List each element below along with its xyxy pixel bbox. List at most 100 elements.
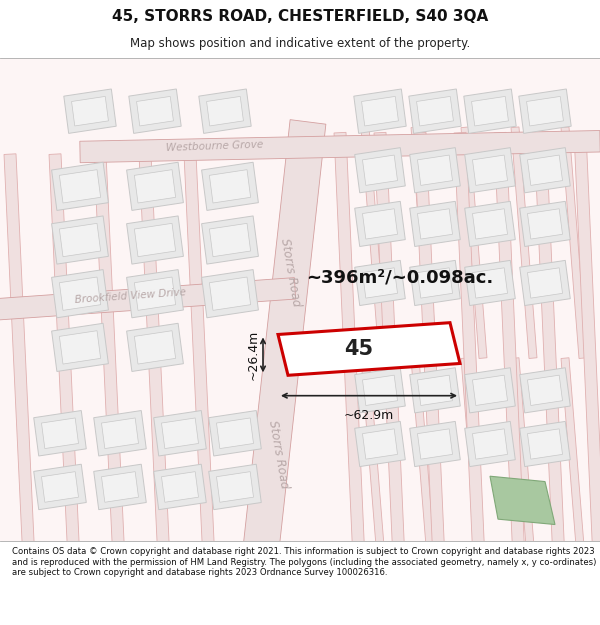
Polygon shape bbox=[134, 169, 176, 203]
Polygon shape bbox=[574, 132, 600, 584]
Polygon shape bbox=[527, 209, 563, 239]
Polygon shape bbox=[362, 209, 398, 239]
Polygon shape bbox=[527, 429, 563, 459]
Polygon shape bbox=[472, 96, 508, 126]
Polygon shape bbox=[154, 464, 206, 509]
Polygon shape bbox=[374, 132, 406, 584]
Polygon shape bbox=[418, 429, 452, 459]
Polygon shape bbox=[80, 131, 600, 162]
Polygon shape bbox=[418, 268, 452, 298]
Polygon shape bbox=[184, 154, 216, 584]
Polygon shape bbox=[209, 411, 261, 456]
Polygon shape bbox=[34, 464, 86, 509]
Polygon shape bbox=[49, 154, 81, 584]
Polygon shape bbox=[161, 472, 199, 502]
Text: Storrs Road: Storrs Road bbox=[278, 237, 302, 308]
Polygon shape bbox=[494, 132, 526, 584]
Polygon shape bbox=[154, 411, 206, 456]
Polygon shape bbox=[411, 357, 437, 584]
Polygon shape bbox=[410, 148, 460, 192]
Polygon shape bbox=[362, 375, 398, 406]
Polygon shape bbox=[209, 277, 251, 311]
Polygon shape bbox=[520, 261, 570, 306]
Polygon shape bbox=[362, 96, 398, 126]
Text: ~396m²/~0.098ac.: ~396m²/~0.098ac. bbox=[307, 269, 494, 287]
Polygon shape bbox=[461, 127, 487, 359]
Text: Contains OS data © Crown copyright and database right 2021. This information is : Contains OS data © Crown copyright and d… bbox=[12, 548, 596, 577]
Polygon shape bbox=[472, 209, 508, 239]
Polygon shape bbox=[199, 89, 251, 133]
Polygon shape bbox=[561, 357, 587, 584]
Polygon shape bbox=[465, 368, 515, 413]
Polygon shape bbox=[34, 411, 86, 456]
Polygon shape bbox=[161, 418, 199, 449]
Polygon shape bbox=[94, 411, 146, 456]
Polygon shape bbox=[127, 216, 184, 264]
Polygon shape bbox=[4, 154, 36, 584]
Polygon shape bbox=[202, 162, 259, 211]
Polygon shape bbox=[355, 261, 405, 306]
Polygon shape bbox=[527, 375, 563, 406]
Polygon shape bbox=[472, 155, 508, 186]
Polygon shape bbox=[511, 357, 537, 584]
Polygon shape bbox=[59, 277, 101, 311]
Polygon shape bbox=[64, 89, 116, 133]
Polygon shape bbox=[94, 154, 126, 584]
Polygon shape bbox=[127, 269, 184, 318]
Polygon shape bbox=[101, 418, 139, 449]
Polygon shape bbox=[410, 421, 460, 467]
Polygon shape bbox=[520, 148, 570, 192]
Polygon shape bbox=[465, 148, 515, 192]
Polygon shape bbox=[52, 323, 109, 371]
Polygon shape bbox=[472, 375, 508, 406]
Polygon shape bbox=[52, 269, 109, 318]
Polygon shape bbox=[134, 277, 176, 311]
Polygon shape bbox=[362, 155, 398, 186]
Polygon shape bbox=[454, 132, 486, 584]
Polygon shape bbox=[127, 162, 184, 211]
Polygon shape bbox=[202, 269, 259, 318]
Polygon shape bbox=[209, 223, 251, 257]
Polygon shape bbox=[464, 89, 516, 133]
Polygon shape bbox=[409, 89, 461, 133]
Polygon shape bbox=[278, 322, 460, 375]
Polygon shape bbox=[354, 89, 406, 133]
Polygon shape bbox=[217, 418, 254, 449]
Polygon shape bbox=[527, 96, 563, 126]
Polygon shape bbox=[355, 201, 405, 246]
Polygon shape bbox=[206, 96, 244, 126]
Polygon shape bbox=[520, 201, 570, 246]
Polygon shape bbox=[52, 216, 109, 264]
Polygon shape bbox=[410, 261, 460, 306]
Polygon shape bbox=[59, 331, 101, 364]
Polygon shape bbox=[414, 132, 446, 584]
Polygon shape bbox=[209, 464, 261, 509]
Polygon shape bbox=[59, 223, 101, 257]
Polygon shape bbox=[472, 429, 508, 459]
Polygon shape bbox=[362, 429, 398, 459]
Polygon shape bbox=[134, 331, 176, 364]
Polygon shape bbox=[202, 216, 259, 264]
Polygon shape bbox=[334, 132, 366, 584]
Polygon shape bbox=[71, 96, 109, 126]
Polygon shape bbox=[511, 127, 537, 359]
Polygon shape bbox=[355, 368, 405, 413]
Polygon shape bbox=[101, 472, 139, 502]
Text: Storrs Road: Storrs Road bbox=[266, 419, 290, 490]
Polygon shape bbox=[362, 268, 398, 298]
Polygon shape bbox=[127, 323, 184, 371]
Polygon shape bbox=[418, 375, 452, 406]
Text: 45: 45 bbox=[344, 339, 374, 359]
Polygon shape bbox=[238, 119, 326, 597]
Polygon shape bbox=[472, 268, 508, 298]
Text: ~26.4m: ~26.4m bbox=[247, 330, 260, 380]
Polygon shape bbox=[418, 155, 452, 186]
Polygon shape bbox=[355, 421, 405, 467]
Polygon shape bbox=[0, 278, 296, 321]
Polygon shape bbox=[465, 201, 515, 246]
Polygon shape bbox=[520, 368, 570, 413]
Text: ~62.9m: ~62.9m bbox=[344, 409, 394, 422]
Polygon shape bbox=[41, 418, 79, 449]
Polygon shape bbox=[94, 464, 146, 509]
Text: Westbourne Grove: Westbourne Grove bbox=[166, 140, 264, 153]
